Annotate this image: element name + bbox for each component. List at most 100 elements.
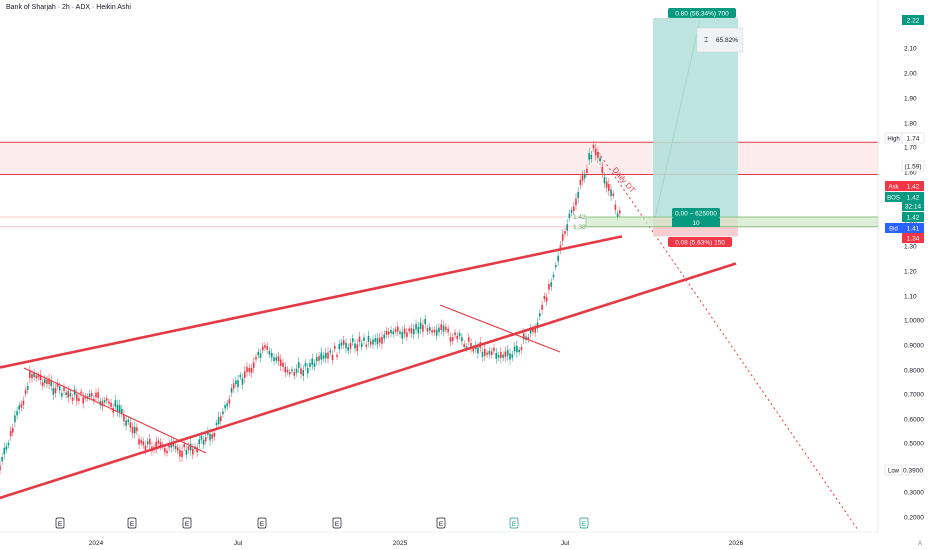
candle-body [16, 411, 18, 416]
price-badge-3[interactable]: Ask 1.42 [885, 181, 924, 191]
candle-body [12, 428, 14, 433]
candle-body [131, 427, 134, 434]
candle-body [273, 357, 275, 362]
price-tick: 2.10 [904, 46, 917, 53]
price-badge-5[interactable]: 32:14 [902, 201, 924, 211]
candle-body [403, 328, 406, 334]
price-badge-7[interactable]: Bid 1.41 [885, 223, 924, 233]
candle-body [222, 411, 224, 415]
candle-body [467, 337, 470, 342]
candle-body [311, 358, 314, 365]
time-label: 2024 [89, 540, 104, 547]
candle-body [78, 398, 80, 402]
candle-body [168, 443, 170, 448]
event-marker-5[interactable]: E [436, 517, 446, 529]
candle-body [320, 352, 323, 360]
candle-body [616, 213, 619, 217]
candle-body [486, 352, 488, 355]
candle-body [166, 450, 168, 454]
entry-left-bottom: 1.38 [573, 224, 586, 231]
event-marker-7[interactable]: E [579, 517, 589, 529]
candle-body [246, 366, 248, 372]
event-marker-bg [436, 517, 446, 529]
candle-body [259, 353, 262, 358]
candle-body [291, 369, 293, 372]
candle-body [217, 417, 220, 425]
target-label[interactable]: 0.80 (56.34%) 700 [668, 8, 736, 18]
event-marker-6[interactable]: E [509, 517, 519, 529]
badge-value-bg [902, 201, 924, 211]
candle-body [136, 427, 138, 432]
candle-body [241, 378, 244, 385]
candle-body [347, 347, 350, 351]
candle-body [572, 206, 575, 212]
candle-body [48, 378, 50, 385]
badge-value: 1.42 [907, 184, 920, 191]
candle-body [29, 371, 31, 378]
price-badge-2[interactable]: (1.59) [901, 160, 925, 172]
stop-label[interactable]: 0.08 (5.63%) 150 [668, 237, 732, 247]
candle-body [369, 341, 372, 345]
candle-body [5, 446, 8, 450]
wedge-trendline-0[interactable] [0, 235, 623, 369]
candle-body [338, 344, 341, 350]
time-label: 2026 [729, 540, 744, 547]
price-badge-9[interactable]: Low 0.3900 [884, 464, 925, 476]
time-label: 2025 [393, 540, 408, 547]
candle-body [497, 354, 500, 358]
price-badge-0[interactable]: 2.22 [902, 15, 924, 25]
candle-body [493, 347, 495, 352]
candle-body [438, 327, 440, 333]
price-tick: 0.6000 [904, 417, 924, 424]
candle-body [71, 397, 74, 401]
projection-line[interactable] [597, 151, 859, 531]
entry-channel[interactable] [585, 216, 879, 228]
measure-box[interactable] [696, 27, 744, 53]
badge-value-bg [901, 464, 925, 476]
candle-body [155, 441, 158, 449]
symbol-title[interactable]: Bank of Sharjah · 2h · ADX · Heikin Ashi [6, 4, 131, 11]
wedge-trendline-1[interactable] [0, 262, 737, 518]
price-badge-6[interactable]: 1.42 [902, 212, 924, 222]
candle-body [545, 297, 548, 302]
candle-body [202, 439, 205, 445]
price-badge-8[interactable]: 1.34 [902, 233, 924, 243]
candle-body [270, 352, 273, 358]
candle-body [363, 337, 365, 341]
minor-trendline-1[interactable] [439, 304, 561, 353]
event-marker-1[interactable]: E [127, 517, 137, 529]
candle-body [105, 398, 108, 401]
candle-body [378, 337, 381, 343]
event-marker-4[interactable]: E [332, 517, 342, 529]
candle-body [442, 325, 445, 332]
candle-body [472, 348, 475, 352]
price-badge-4[interactable]: BOS 1.42 [885, 192, 924, 202]
event-marker-2[interactable]: E [182, 517, 192, 529]
candle-body [22, 400, 25, 405]
candle-body [0, 465, 1, 471]
candle-body [541, 304, 543, 310]
candle-body [449, 337, 452, 342]
candle-body [581, 175, 584, 181]
candle-body [82, 397, 84, 404]
candle-body [327, 352, 329, 359]
candle-body [461, 337, 463, 342]
price-tick: 1.60 [904, 170, 917, 177]
event-marker-0[interactable]: E [55, 517, 65, 529]
minor-trendline-0[interactable] [23, 367, 207, 454]
candle-body [458, 333, 461, 337]
event-marker-3[interactable]: E [257, 517, 267, 529]
candle-body [50, 380, 52, 386]
candle-body [529, 328, 532, 334]
entry-label[interactable]: 0.00 ~ 625000 [672, 208, 720, 218]
candle-body [555, 264, 557, 268]
event-marker-bg [127, 517, 137, 529]
price-badge-1[interactable]: High 1.74 [884, 132, 925, 144]
measure-label: 65.82% [716, 37, 738, 44]
candle-body [502, 354, 504, 358]
candle-body [592, 145, 595, 149]
candle-body [431, 330, 433, 333]
candle-body [252, 362, 255, 368]
